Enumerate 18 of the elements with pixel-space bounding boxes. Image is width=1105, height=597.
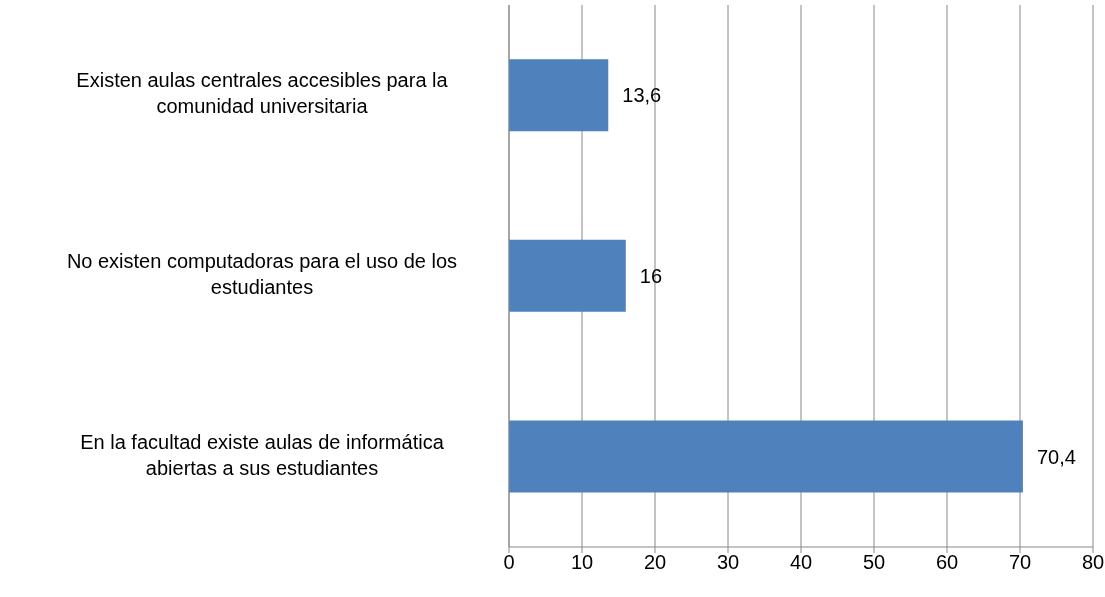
x-tick-label: 80	[1081, 551, 1105, 574]
x-tick-label: 30	[716, 551, 740, 574]
bar	[509, 239, 626, 312]
x-tick-label: 20	[643, 551, 667, 574]
x-tick-label: 10	[570, 551, 594, 574]
data-label: 70,4	[1036, 445, 1076, 468]
y-tick-label: No existen computadoras para el uso de los estudiantes	[66, 250, 458, 299]
data-label: 16	[639, 264, 663, 287]
data-label: 13,6	[622, 84, 662, 107]
x-tick-label: 60	[935, 551, 959, 574]
x-tick-label: 70	[1008, 551, 1032, 574]
y-tick-label: Existen aulas centrales accesibles para la comunidad universitaria	[76, 69, 449, 118]
bar	[509, 59, 609, 132]
x-tick-label: 0	[503, 551, 515, 574]
x-tick-label: 50	[862, 551, 886, 574]
y-tick-label: En la facultad existe aulas de informática abiertas a sus estudiantes	[80, 430, 445, 479]
x-tick-label: 40	[789, 551, 813, 574]
bar	[509, 420, 1023, 493]
